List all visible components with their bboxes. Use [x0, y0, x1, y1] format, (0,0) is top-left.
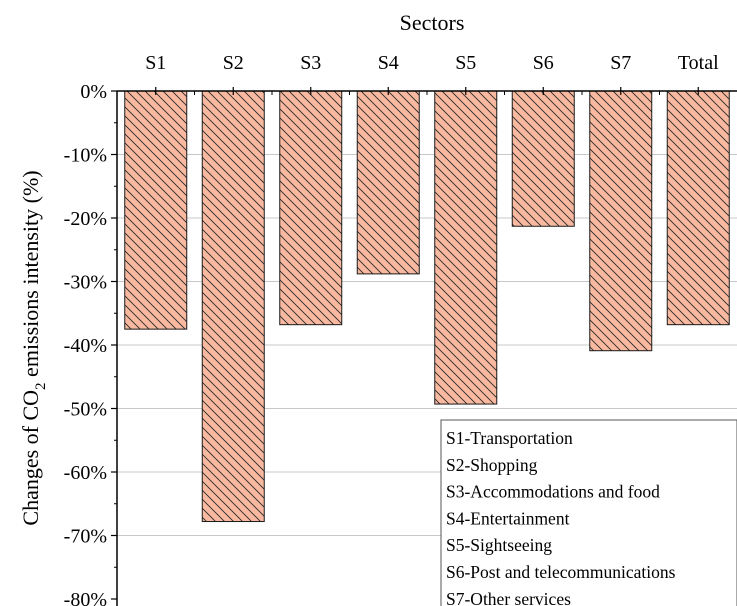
x-tick-label: S5 — [455, 52, 476, 74]
legend-entry: S2-Shopping — [446, 455, 538, 475]
legend-entry: S3-Accommodations and food — [446, 482, 660, 502]
y-tick-label: 0% — [80, 81, 107, 103]
bar-s5 — [434, 90, 498, 405]
y-tick-label: -20% — [64, 208, 107, 230]
y-tick-label: -10% — [64, 145, 107, 167]
bar-s7 — [589, 90, 653, 352]
bar-s4 — [356, 90, 420, 275]
bar-s6 — [511, 90, 575, 227]
y-tick-label: -60% — [64, 462, 107, 484]
y-tick-label: -50% — [64, 399, 107, 421]
x-tick-label: S1 — [145, 52, 166, 74]
legend-entry: S5-Sightseeing — [446, 535, 552, 555]
legend-entry: S6-Post and telecommunications — [446, 562, 676, 582]
y-axis-title-prefix: Changes of CO — [18, 390, 43, 526]
legend-entry: S7-Other services — [446, 589, 571, 606]
x-tick-label: S4 — [378, 52, 399, 74]
x-tick-label: S2 — [223, 52, 244, 74]
legend-entry: S1-Transportation — [446, 428, 573, 448]
bar-total — [666, 90, 730, 326]
x-tick-label: Total — [678, 52, 719, 74]
axes: S1 S2 S3 S4 S5 S6 S7 Total 0% -10% -20% -30% -40% -50… — [64, 52, 737, 606]
x-tick-label: S3 — [300, 52, 321, 74]
y-axis-title-subscript: 2 — [33, 382, 49, 390]
x-tick-label: S7 — [610, 52, 631, 74]
bar-s1 — [124, 90, 188, 330]
x-tick-label: S6 — [533, 52, 554, 74]
bar-s3 — [279, 90, 343, 326]
legend-entry: S4-Entertainment — [446, 508, 570, 528]
y-tick-label: -80% — [64, 589, 107, 606]
y-tick-label: -70% — [64, 526, 107, 548]
legend: S1-Transportation S2-Shopping S3-Accommoda… — [440, 419, 737, 606]
y-tick-label: -40% — [64, 335, 107, 357]
y-axis-title: Changes of CO2 emissions intensity (%) — [18, 170, 49, 525]
y-tick-label: -30% — [64, 272, 107, 294]
y-axis-title-suffix: emissions intensity (%) — [18, 170, 43, 382]
x-axis-title: Sectors — [400, 10, 465, 35]
bar-s2 — [201, 90, 265, 523]
bars — [124, 90, 730, 523]
legend-box — [440, 419, 737, 606]
